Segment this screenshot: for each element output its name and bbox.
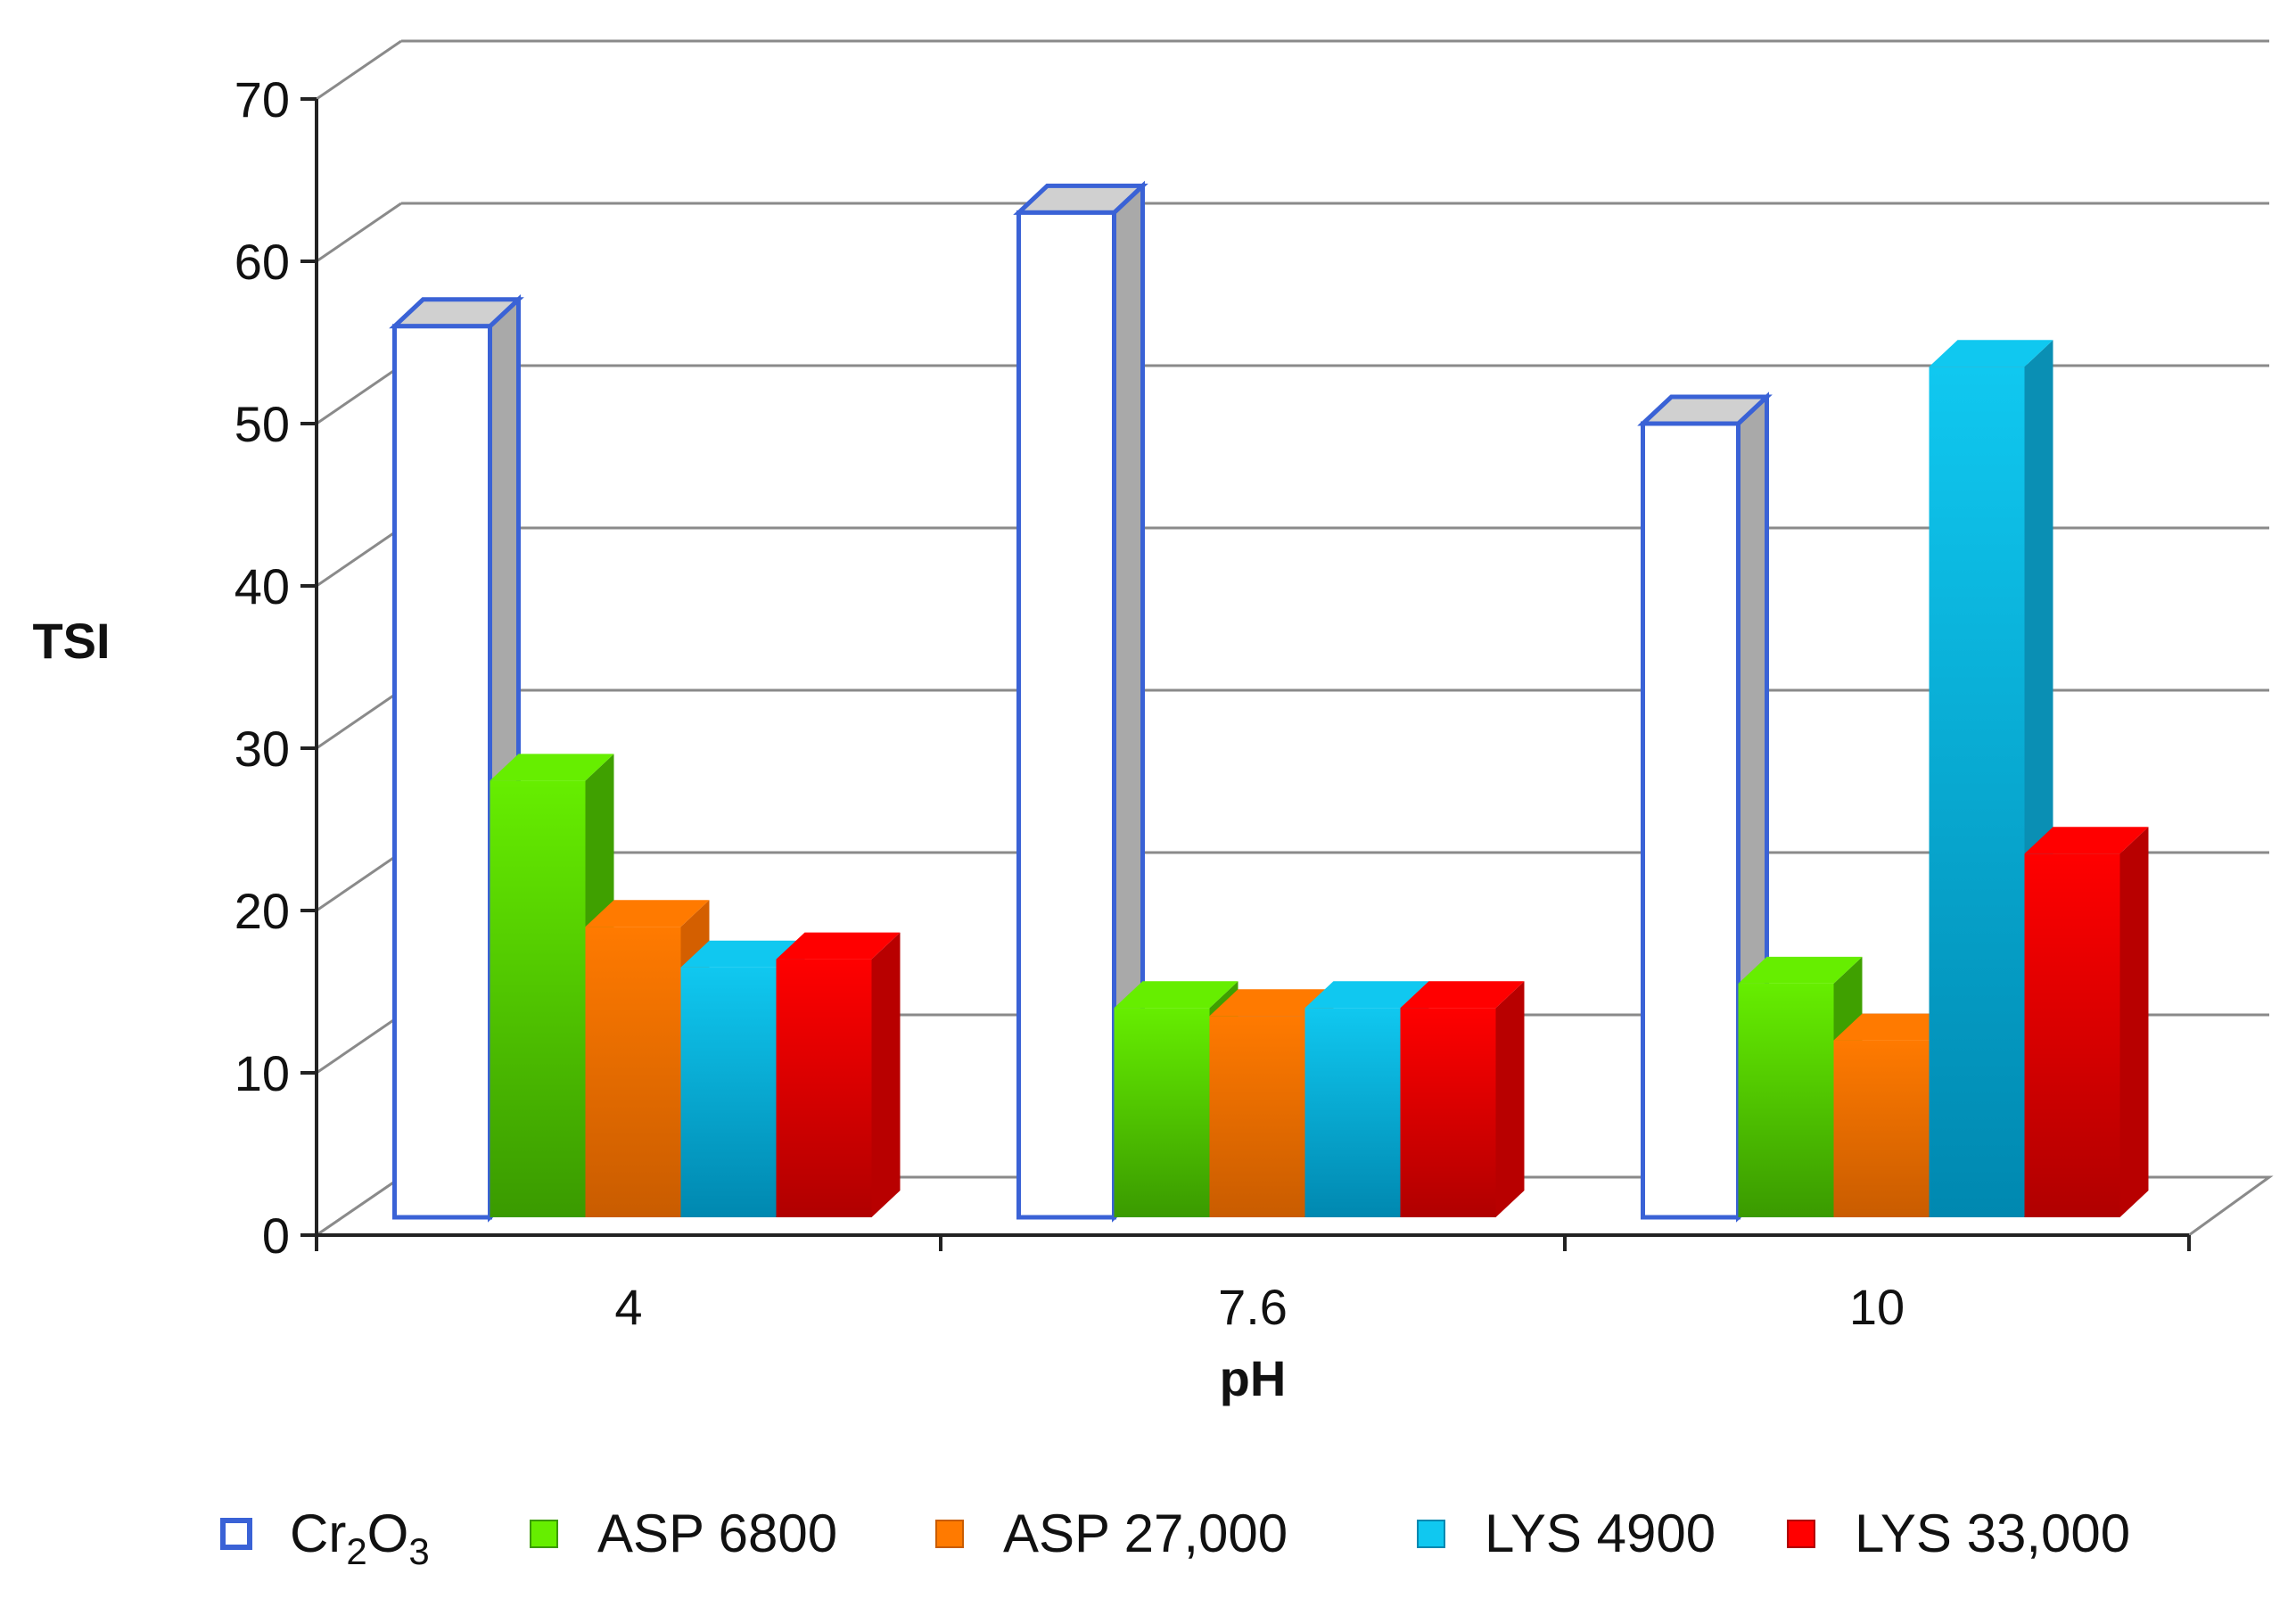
bar-front	[1114, 1008, 1210, 1217]
bar-lys-33-000-ph-4	[776, 932, 901, 1217]
legend-label: Cr2O3	[290, 1504, 430, 1572]
bar-front	[490, 780, 586, 1217]
bar-front	[680, 967, 777, 1217]
bar-front	[776, 959, 872, 1217]
legend-swatch	[530, 1520, 558, 1548]
bar-top	[1304, 981, 1429, 1009]
gridline-diagonal	[316, 851, 402, 912]
y-tick-label: 60	[235, 234, 290, 290]
legend-item-cr2o3: Cr2O3	[220, 1504, 430, 1572]
gridline-diagonal	[316, 526, 402, 588]
bar-front	[1209, 1016, 1305, 1217]
axes: 0 10 20 30 40 50 60 70 4 7.6 10	[235, 71, 2191, 1335]
bars	[389, 180, 2149, 1223]
legend-item-asp-6800: ASP 6800	[530, 1504, 837, 1563]
legend-label: ASP 27,000	[1003, 1504, 1288, 1563]
bar-front	[1833, 1040, 1930, 1217]
gridline-diagonal	[316, 39, 402, 101]
bar-top	[1114, 981, 1239, 1009]
bar-top	[776, 932, 901, 960]
y-tick-label: 30	[235, 721, 290, 777]
bar-top	[1833, 1013, 1958, 1041]
y-tick-label: 40	[235, 558, 290, 614]
y-tick-label: 10	[235, 1045, 290, 1101]
bar-top	[1209, 989, 1334, 1017]
gridline-diagonal	[316, 364, 402, 425]
bar-front	[1641, 421, 1741, 1220]
x-tick-label: 4	[614, 1279, 642, 1335]
legend-swatch	[220, 1518, 252, 1550]
legend: Cr2O3 ASP 6800 ASP 27,000 LYS 4900 LYS 33,00…	[220, 1504, 2130, 1572]
bar-top	[1929, 340, 2053, 367]
legend-item-lys-4900: LYS 4900	[1417, 1504, 1716, 1563]
bar-top	[680, 940, 805, 968]
y-axis-title: TSI	[32, 613, 110, 669]
bar-front	[585, 927, 681, 1217]
bar-top	[1738, 956, 1863, 984]
gridline-diagonal	[316, 1013, 402, 1075]
y-tick-label: 50	[235, 396, 290, 452]
gridline-diagonal	[316, 202, 402, 263]
x-axis-title: pH	[1220, 1350, 1287, 1406]
y-tick-label: 70	[235, 71, 290, 128]
bar-side	[1495, 981, 1525, 1217]
bar-front	[1738, 983, 1834, 1217]
legend-label: LYS 33,000	[1855, 1504, 2130, 1563]
legend-label: ASP 6800	[597, 1504, 837, 1563]
x-tick-label: 10	[1849, 1279, 1905, 1335]
bar-lys-4900-ph-10	[1929, 340, 2053, 1217]
bar-front	[1016, 210, 1116, 1220]
bar-front	[392, 324, 492, 1220]
bar-lys-33-000-ph-7.6	[1400, 981, 1525, 1217]
bar-top	[1400, 981, 1525, 1009]
legend-item-asp-27-000: ASP 27,000	[935, 1504, 1288, 1563]
bar-front	[2024, 853, 2120, 1217]
legend-item-lys-33-000: LYS 33,000	[1787, 1504, 2130, 1563]
legend-swatch	[1787, 1520, 1815, 1548]
bar-top	[490, 754, 614, 781]
bar-top	[585, 900, 710, 927]
legend-swatch	[1417, 1520, 1445, 1548]
bar-front	[1304, 1008, 1401, 1217]
x-tick-label: 7.6	[1218, 1279, 1288, 1335]
y-tick-label: 20	[235, 883, 290, 939]
bar-top	[2024, 827, 2149, 854]
bar-front	[1929, 367, 2025, 1217]
bar-side	[2119, 827, 2149, 1217]
legend-label: LYS 4900	[1485, 1504, 1716, 1563]
y-tick-label: 0	[262, 1207, 290, 1264]
bar-cr2o3-ph-10	[1637, 391, 1773, 1223]
gridline-diagonal	[316, 688, 402, 750]
legend-swatch	[935, 1520, 964, 1548]
bar-front	[1400, 1008, 1496, 1217]
bar-side	[871, 932, 901, 1217]
bar-cr2o3-ph-7.6	[1013, 180, 1148, 1223]
bar-lys-33-000-ph-10	[2024, 827, 2149, 1217]
